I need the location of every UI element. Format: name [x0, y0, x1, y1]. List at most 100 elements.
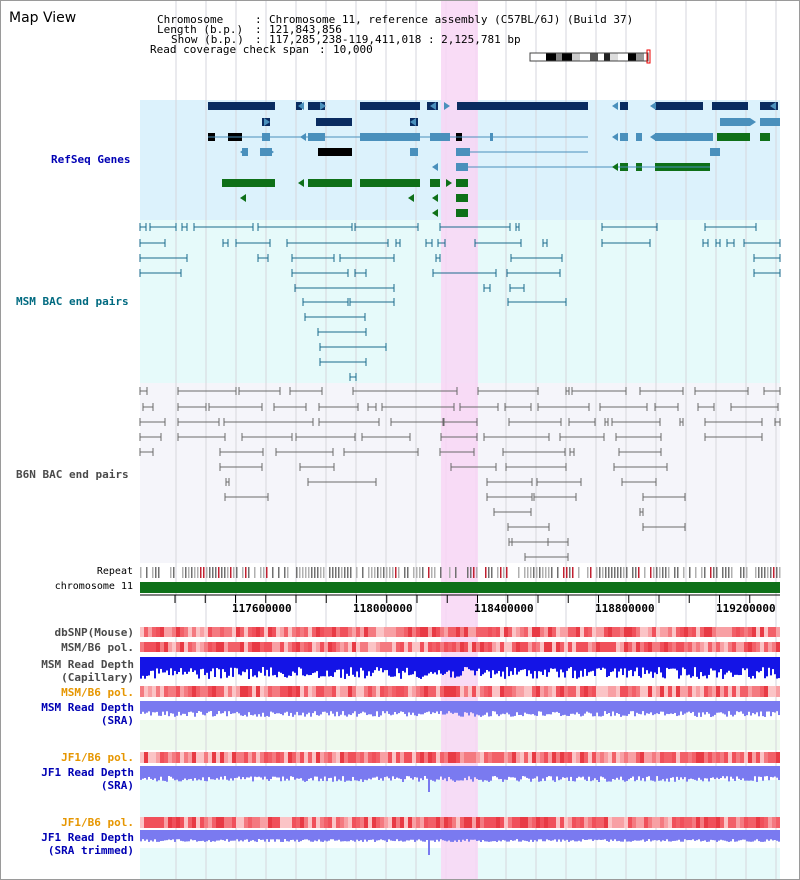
dbsnp-strip	[512, 627, 516, 637]
jf1-b6-pol-strip-2	[668, 817, 672, 828]
msm-depth-cap-bar	[548, 657, 550, 673]
msm-depth-sra-bar	[224, 701, 226, 712]
msm-depth-cap-bar	[514, 657, 516, 668]
jf1-depth-trim-bar	[630, 830, 632, 842]
jf1-depth-sra-bar	[760, 766, 762, 777]
msm-depth-sra-bar	[700, 701, 702, 717]
msm-b6-pol-strip-2	[144, 686, 148, 697]
msm-depth-sra-bar	[486, 701, 488, 713]
dbsnp-strip	[728, 627, 732, 637]
jf1-depth-trim-bar	[386, 830, 388, 842]
dbsnp-strip	[200, 627, 204, 637]
msm-depth-cap-bar	[566, 657, 568, 671]
ideogram-band	[610, 53, 618, 61]
track-label-refseq[interactable]: RefSeq Genes	[51, 153, 131, 166]
jf1-b6-pol-strip-2	[616, 817, 620, 828]
jf1-depth-sra-bar	[652, 766, 654, 781]
msm-b6-pol-strip	[248, 642, 252, 652]
msm-depth-cap-bar	[412, 657, 414, 675]
msm-depth-cap-bar	[218, 657, 220, 670]
msm-depth-sra-bar	[382, 701, 384, 712]
msm-depth-sra-bar	[500, 701, 502, 715]
msm-b6-pol-strip-2	[244, 686, 248, 697]
msm-depth-cap-bar	[384, 657, 386, 671]
msm-b6-pol-strip	[492, 642, 496, 652]
dbsnp-strip	[164, 627, 168, 637]
jf1-depth-sra-bar	[248, 766, 250, 778]
jf1-depth-sra-bar	[772, 766, 774, 778]
msm-depth-sra-bar	[322, 701, 324, 712]
chromosome-label: Chromosome	[157, 13, 224, 26]
dbsnp-strip	[468, 627, 472, 637]
msm-b6-pol-strip-2	[764, 686, 768, 697]
msm-depth-cap-bar	[480, 657, 482, 676]
repeat-mark	[548, 567, 550, 578]
msm-depth-sra-bar	[342, 701, 344, 712]
jf1-b6-pol-strip-2	[372, 817, 376, 828]
jf1-depth-sra-bar	[464, 766, 466, 778]
jf1-depth-trim-bar	[658, 830, 660, 841]
gene-arrow	[298, 102, 304, 110]
jf1-b6-pol-strip-2	[656, 817, 660, 828]
gene-arrow	[264, 118, 270, 126]
jf1-depth-trim-bar	[586, 830, 588, 840]
repeat-mark	[587, 567, 589, 578]
msm-b6-pol-strip	[252, 642, 256, 652]
jf1-depth-sra-bar	[166, 766, 168, 782]
msm-depth-cap-bar	[658, 657, 660, 668]
msm-depth-cap-bar	[322, 657, 324, 677]
msm-depth-cap-bar	[326, 657, 328, 671]
repeat-mark	[758, 567, 760, 578]
msm-b6-pol-strip	[752, 642, 756, 652]
jf1-depth-sra-bar	[160, 766, 162, 777]
jf1-b6-pol-strip	[728, 752, 732, 763]
msm-depth-cap-bar	[402, 657, 404, 671]
jf1-depth-trim-bar	[516, 830, 518, 840]
jf1-b6-pol-strip-2	[512, 817, 516, 828]
jf1-depth-sra-bar	[174, 766, 176, 781]
jf1-b6-pol-strip-2	[484, 817, 488, 828]
repeat-mark	[470, 567, 472, 578]
jf1-b6-pol-strip-2	[600, 817, 604, 828]
repeat-mark	[638, 567, 640, 578]
dbsnp-strip	[752, 627, 756, 637]
colon-4: :	[319, 43, 326, 56]
msm-b6-pol-strip-2	[184, 686, 188, 697]
jf1-depth-trim-bar	[330, 830, 332, 840]
msm-depth-sra-bar	[150, 701, 152, 716]
msm-b6-pol-strip-2	[684, 686, 688, 697]
msm-b6-pol-strip-2	[312, 686, 316, 697]
dbsnp-strip	[184, 627, 188, 637]
msm-b6-pol-strip-2	[452, 686, 456, 697]
msm-depth-sra-bar	[452, 701, 454, 714]
jf1-depth-sra-bar	[626, 766, 628, 781]
jf1-b6-pol-strip	[480, 752, 484, 763]
msm-depth-sra-bar	[570, 701, 572, 714]
msm-depth-cap-bar	[142, 657, 144, 676]
msm-depth-cap-bar	[618, 657, 620, 672]
dbsnp-strip	[720, 627, 724, 637]
jf1-depth-trim-bar	[778, 830, 780, 842]
jf1-depth-sra-bar	[290, 766, 292, 777]
msm-depth-sra-bar	[158, 701, 160, 716]
msm-depth-sra-bar	[222, 701, 224, 714]
dbsnp-strip	[224, 627, 228, 637]
msm-depth-sra-bar	[314, 701, 316, 712]
msm-b6-pol-strip-2	[268, 686, 272, 697]
msm-depth-sra-bar	[532, 701, 534, 715]
jf1-depth-sra-bar	[560, 766, 562, 780]
msm-b6-pol-strip-2	[392, 686, 396, 697]
jf1-depth-trim-bar	[626, 830, 628, 842]
msm-depth-sra-bar	[296, 701, 298, 712]
msm-depth-cap-bar	[394, 657, 396, 677]
jf1-b6-pol-strip	[652, 752, 656, 763]
repeat-mark	[299, 567, 301, 578]
msm-depth-cap-bar	[736, 657, 738, 675]
track-label-msm-bac[interactable]: MSM BAC end pairs	[16, 295, 129, 308]
jf1-b6-pol-strip-2	[648, 817, 652, 828]
msm-b6-pol-strip-2	[416, 686, 420, 697]
msm-depth-cap-bar	[538, 657, 540, 672]
track-label-b6n-bac[interactable]: B6N BAC end pairs	[16, 468, 129, 481]
msm-depth-sra-bar	[262, 701, 264, 713]
